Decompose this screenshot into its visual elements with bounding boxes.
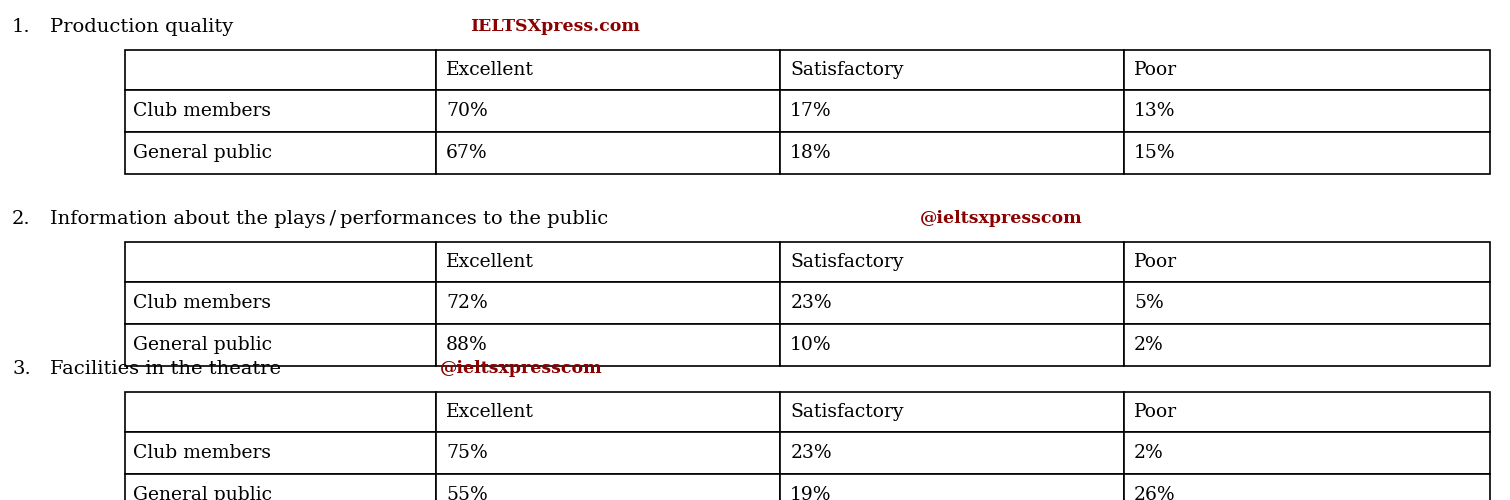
Bar bbox=[125, 282, 436, 324]
Text: 55%: 55% bbox=[447, 486, 488, 500]
Text: 23%: 23% bbox=[790, 294, 832, 312]
Text: 15%: 15% bbox=[1134, 144, 1176, 162]
Text: 1.: 1. bbox=[12, 18, 30, 36]
Text: IELTSXpress.com: IELTSXpress.com bbox=[470, 18, 640, 35]
Bar bbox=[781, 282, 1123, 324]
Text: General public: General public bbox=[133, 144, 272, 162]
Text: Excellent: Excellent bbox=[447, 403, 535, 421]
Bar bbox=[781, 432, 1123, 474]
Text: 17%: 17% bbox=[790, 102, 832, 120]
Bar bbox=[1123, 282, 1490, 324]
Text: Excellent: Excellent bbox=[447, 253, 535, 271]
Bar bbox=[1123, 392, 1490, 432]
Text: General public: General public bbox=[133, 486, 272, 500]
Bar bbox=[125, 90, 436, 132]
Bar bbox=[781, 392, 1123, 432]
Bar bbox=[436, 132, 781, 174]
Text: 2%: 2% bbox=[1134, 336, 1164, 354]
Text: 88%: 88% bbox=[447, 336, 488, 354]
Text: 70%: 70% bbox=[447, 102, 488, 120]
Bar bbox=[1123, 432, 1490, 474]
Bar bbox=[125, 242, 436, 282]
Text: 23%: 23% bbox=[790, 444, 832, 462]
Text: 3.: 3. bbox=[12, 360, 30, 378]
Bar bbox=[125, 392, 436, 432]
Text: Club members: Club members bbox=[133, 294, 270, 312]
Text: 13%: 13% bbox=[1134, 102, 1176, 120]
Text: 18%: 18% bbox=[790, 144, 832, 162]
Text: 2%: 2% bbox=[1134, 444, 1164, 462]
Bar bbox=[781, 132, 1123, 174]
Text: 2.: 2. bbox=[12, 210, 30, 228]
Bar bbox=[436, 50, 781, 90]
Text: 19%: 19% bbox=[790, 486, 832, 500]
Bar bbox=[781, 474, 1123, 500]
Bar bbox=[781, 324, 1123, 366]
Bar bbox=[125, 324, 436, 366]
Text: Production quality: Production quality bbox=[50, 18, 233, 36]
Bar bbox=[436, 392, 781, 432]
Text: Poor: Poor bbox=[1134, 403, 1178, 421]
Bar bbox=[1123, 90, 1490, 132]
Bar bbox=[1123, 474, 1490, 500]
Text: Poor: Poor bbox=[1134, 253, 1178, 271]
Bar bbox=[1123, 324, 1490, 366]
Bar bbox=[436, 432, 781, 474]
Bar bbox=[781, 50, 1123, 90]
Bar bbox=[781, 90, 1123, 132]
Text: Facilities in the theatre: Facilities in the theatre bbox=[50, 360, 281, 378]
Text: Poor: Poor bbox=[1134, 61, 1178, 79]
Text: Club members: Club members bbox=[133, 444, 270, 462]
Bar bbox=[1123, 50, 1490, 90]
Bar bbox=[436, 474, 781, 500]
Bar bbox=[781, 242, 1123, 282]
Text: 26%: 26% bbox=[1134, 486, 1176, 500]
Bar bbox=[1123, 242, 1490, 282]
Text: 75%: 75% bbox=[447, 444, 488, 462]
Text: Excellent: Excellent bbox=[447, 61, 535, 79]
Bar bbox=[436, 282, 781, 324]
Bar bbox=[1123, 132, 1490, 174]
Text: Satisfactory: Satisfactory bbox=[790, 403, 903, 421]
Text: 5%: 5% bbox=[1134, 294, 1164, 312]
Text: Satisfactory: Satisfactory bbox=[790, 61, 903, 79]
Text: General public: General public bbox=[133, 336, 272, 354]
Text: Information about the plays / performances to the public: Information about the plays / performanc… bbox=[50, 210, 609, 228]
Text: Club members: Club members bbox=[133, 102, 270, 120]
Bar bbox=[125, 474, 436, 500]
Bar bbox=[125, 132, 436, 174]
Text: Satisfactory: Satisfactory bbox=[790, 253, 903, 271]
Bar bbox=[436, 90, 781, 132]
Bar bbox=[436, 324, 781, 366]
Text: 67%: 67% bbox=[447, 144, 488, 162]
Text: @ieltsxpresscom: @ieltsxpresscom bbox=[439, 360, 602, 377]
Bar bbox=[436, 242, 781, 282]
Bar bbox=[125, 50, 436, 90]
Text: 72%: 72% bbox=[447, 294, 488, 312]
Text: 10%: 10% bbox=[790, 336, 832, 354]
Text: @ieltsxpresscom: @ieltsxpresscom bbox=[920, 210, 1083, 227]
Bar bbox=[125, 432, 436, 474]
